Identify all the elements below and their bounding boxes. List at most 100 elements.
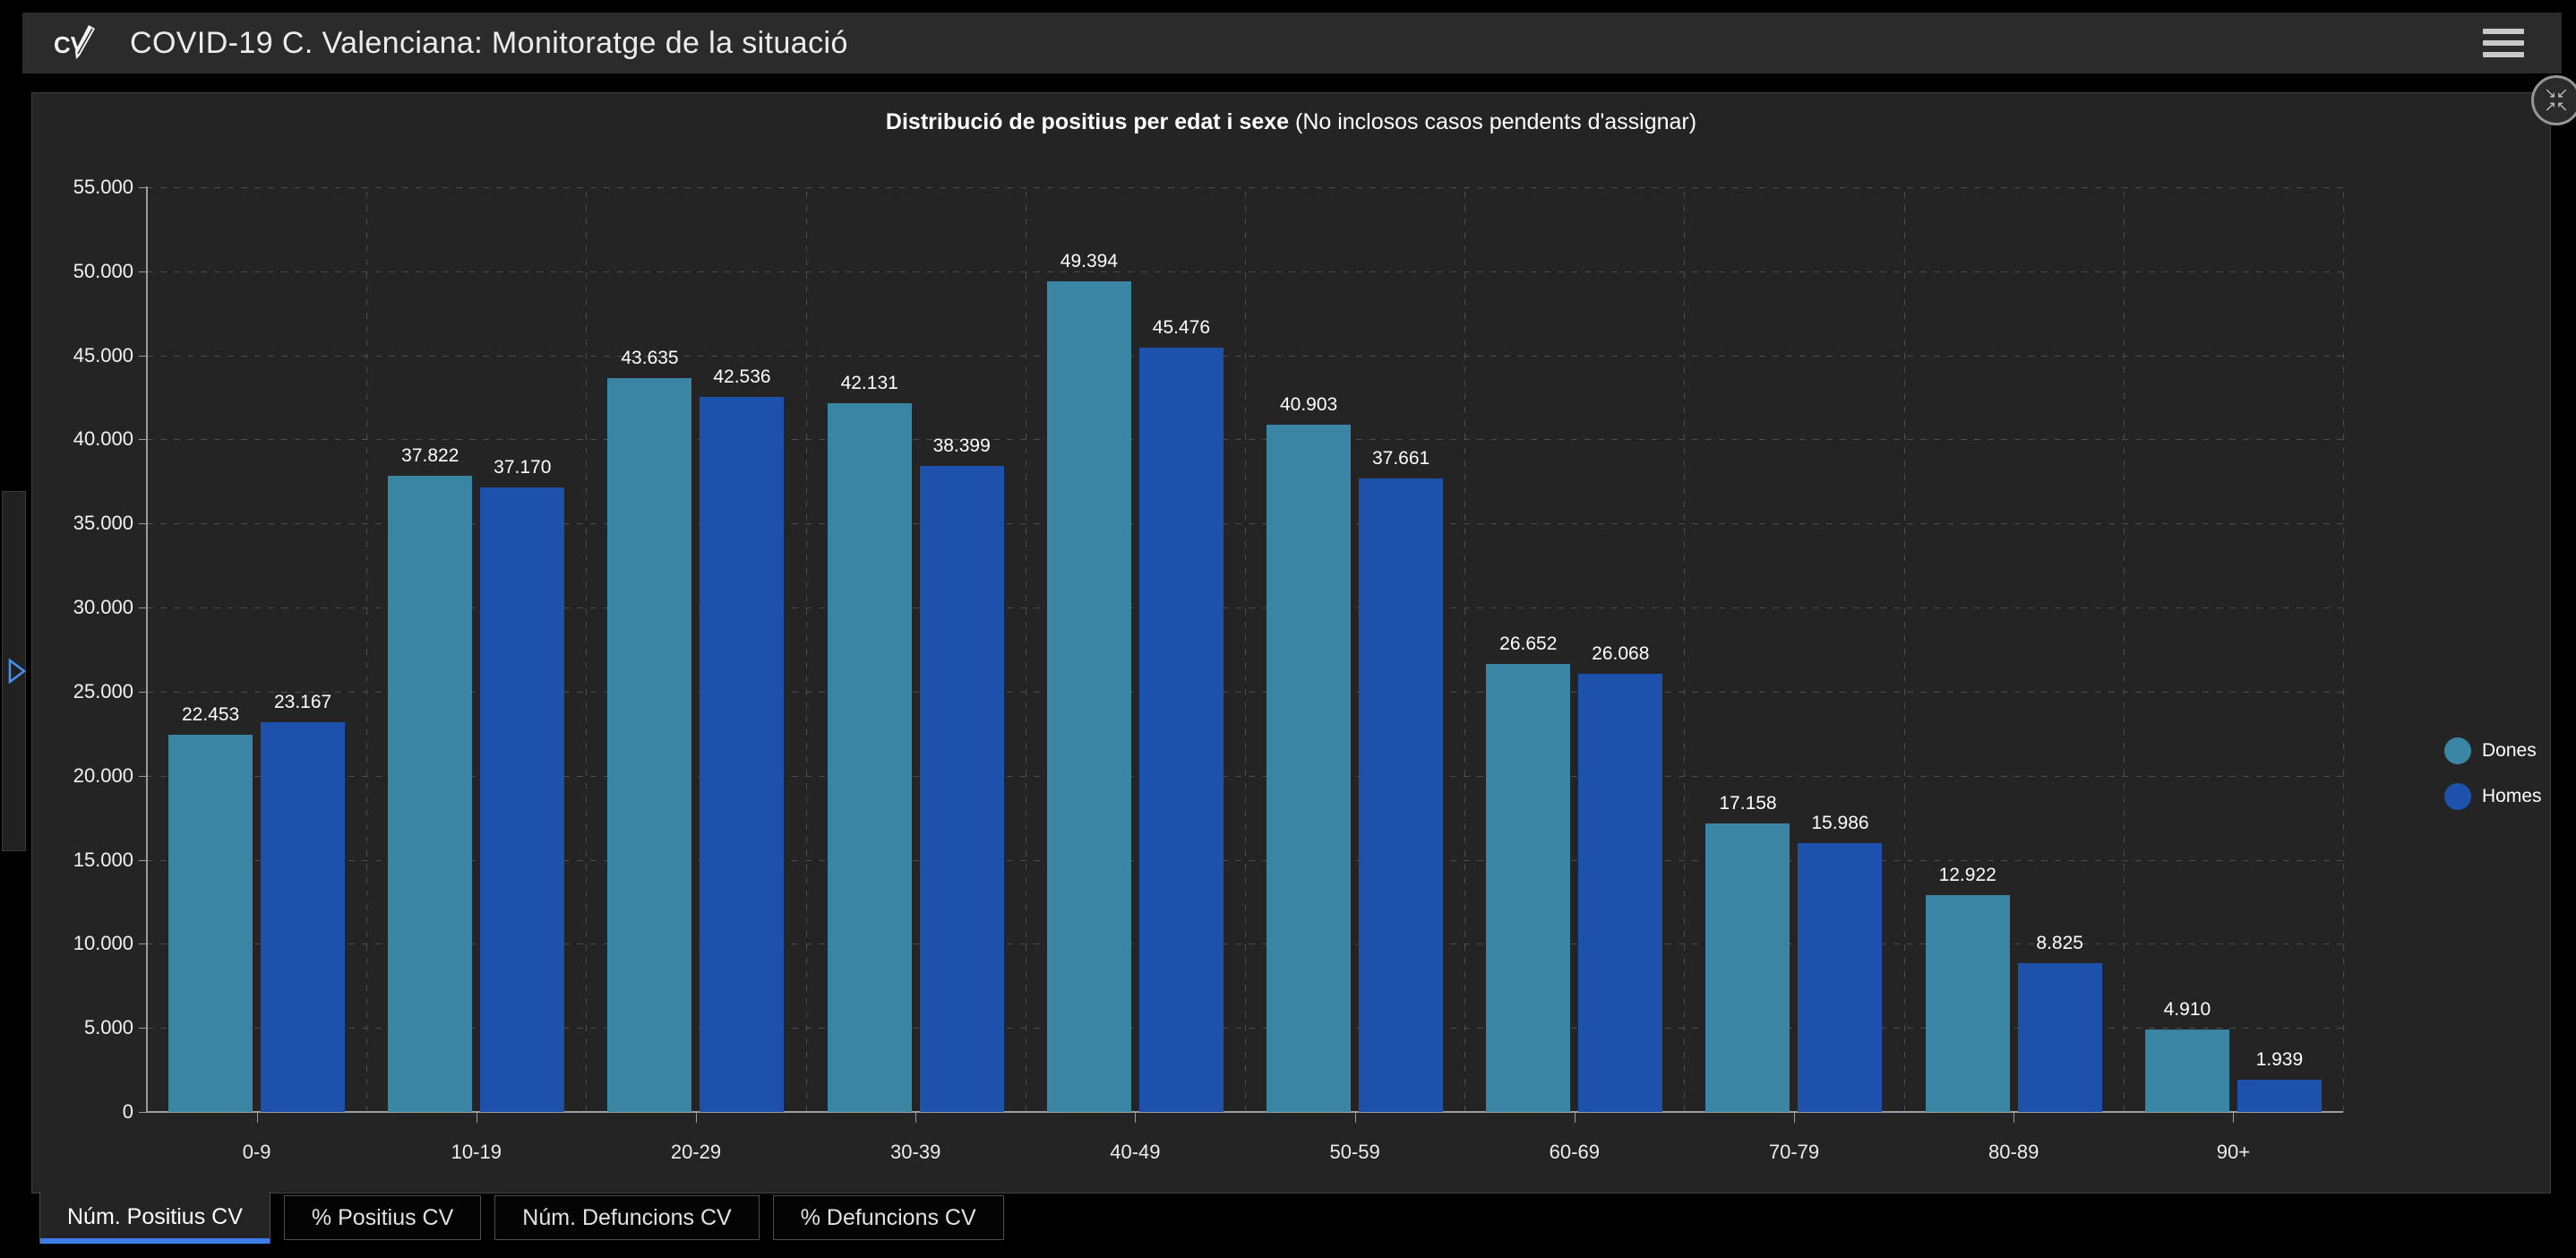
y-axis-label: 30.000 [73,596,133,619]
bar-dones-0-9[interactable] [168,735,253,1112]
active-tab-underline [40,1238,270,1244]
y-axis-tick [139,439,147,441]
y-axis-tick [139,187,147,188]
bar-value-label: 23.167 [273,692,332,712]
bar-homes-50-59[interactable] [1359,478,1444,1112]
x-axis-label-90+: 90+ [2216,1141,2251,1163]
chart-title: Distribució de positius per edat i sexe … [32,109,2550,135]
bar-value-label: 37.822 [401,445,459,466]
y-axis-label: 15.000 [73,848,133,871]
bar-value-label: 17.158 [1719,793,1777,814]
chart-title-note: (No inclosos casos pendents d'assignar) [1295,109,1697,134]
y-axis-label: 40.000 [73,427,133,451]
bar-value-label: 1.939 [2255,1049,2304,1070]
x-axis-label-80-89: 80-89 [1988,1141,2039,1163]
tab--positius-cv[interactable]: % Positius CV [283,1195,482,1240]
x-axis-tick [915,1112,917,1123]
bar-dones-30-39[interactable] [827,403,912,1112]
x-axis-label-70-79: 70-79 [1768,1141,1820,1163]
legend-swatch-icon [2444,783,2471,810]
gridline-vertical [2123,187,2125,1112]
x-axis-tick [256,1112,258,1123]
bar-homes-80-89[interactable] [2017,963,2102,1112]
bar-homes-30-39[interactable] [919,466,1004,1112]
app-header: CV COVID-19 C. Valenciana: Monitoratge d… [22,13,2562,73]
collapsed-side-panel [2,491,27,851]
chart-legend: Dones Homes [2444,737,2542,810]
x-axis-label-50-59: 50-59 [1329,1141,1380,1163]
bar-dones-70-79[interactable] [1705,823,1790,1112]
expand-panel-arrow-icon[interactable] [7,659,27,684]
y-axis-label: 10.000 [73,932,133,955]
bar-homes-70-79[interactable] [1798,843,1883,1112]
y-axis-label: 35.000 [73,512,133,535]
bar-group-0-9: 22.453 23.167 [147,187,366,1112]
gridline-vertical [1684,187,1686,1112]
bar-group-60-69: 26.652 26.068 [1464,187,1684,1112]
chart-panel: Distribució de positius per edat i sexe … [31,92,2551,1193]
x-axis-tick [696,1112,697,1123]
x-axis-label-0-9: 0-9 [242,1141,271,1163]
x-axis-label-60-69: 60-69 [1549,1141,1600,1163]
bar-group-20-29: 43.635 42.536 [586,187,805,1112]
bar-value-label: 37.661 [1371,448,1430,469]
y-axis-tick [139,1112,147,1113]
bar-homes-90+[interactable] [2237,1080,2322,1112]
bar-dones-60-69[interactable] [1486,664,1571,1112]
y-axis-tick [139,1028,147,1030]
y-axis-tick [139,775,147,777]
bar-value-label: 42.131 [840,373,898,393]
bar-dones-50-59[interactable] [1267,425,1352,1112]
bar-homes-10-19[interactable] [480,487,565,1112]
y-axis-tick [139,523,147,525]
y-axis-label: 20.000 [73,763,133,787]
x-axis-label-40-49: 40-49 [1110,1141,1161,1163]
y-axis-tick [139,691,147,693]
legend-item-dones[interactable]: Dones [2444,737,2542,764]
bar-homes-0-9[interactable] [261,722,346,1112]
bar-group-40-49: 49.394 45.476 [1026,187,1245,1112]
bar-value-label: 12.922 [1938,865,1996,885]
legend-item-homes[interactable]: Homes [2444,783,2542,810]
bar-value-label: 8.825 [2036,933,2083,953]
y-axis-label: 25.000 [73,679,133,702]
x-axis-line [147,1111,2343,1113]
compress-arrows-bottom: ↗↖ [2544,99,2569,115]
legend-label: Homes [2482,786,2542,806]
gridline-vertical [586,187,588,1112]
bar-chart-plot-area: 0 5.000 10.000 15.000 20.000 25.000 30.000 35.0… [73,176,2344,1163]
bar-homes-60-69[interactable] [1578,674,1663,1112]
bar-value-label: 42.536 [713,366,771,387]
bar-value-label: 45.476 [1152,317,1210,338]
y-axis-line [146,186,148,1113]
bar-dones-10-19[interactable] [388,476,473,1112]
x-axis-label-30-39: 30-39 [890,1141,941,1163]
tab--defuncions-cv[interactable]: % Defuncions CV [772,1195,1004,1240]
hamburger-menu-icon[interactable] [2483,25,2524,61]
tab-n-m-defuncions-cv[interactable]: Núm. Defuncions CV [494,1195,760,1240]
bar-dones-40-49[interactable] [1046,281,1131,1112]
bar-value-label: 26.652 [1499,633,1558,654]
page-title: COVID-19 C. Valenciana: Monitoratge de l… [130,25,848,60]
gridline-vertical [2343,187,2344,1112]
bar-dones-80-89[interactable] [1925,895,2010,1112]
y-axis-label: 50.000 [73,259,133,282]
bar-group-30-39: 42.131 38.399 [806,187,1026,1112]
gridline-vertical [1903,187,1905,1112]
compress-arrows-top: ↘↙ [2544,86,2569,101]
bar-value-label: 49.394 [1060,251,1119,271]
bar-homes-20-29[interactable] [700,397,785,1112]
legend-swatch-icon [2444,737,2471,764]
bar-homes-40-49[interactable] [1138,348,1224,1112]
y-axis-label: 55.000 [73,176,133,198]
bar-dones-90+[interactable] [2144,1030,2229,1112]
x-axis-tick [1574,1112,1576,1123]
bar-dones-20-29[interactable] [607,378,692,1112]
bottom-tab-bar: Núm. Positius CV % Positius CV Núm. Defunc… [39,1192,1004,1244]
restore-size-icon[interactable]: ↘↙ ↗↖ [2531,75,2576,125]
app-logo-icon: CV [54,25,95,59]
bar-value-label: 43.635 [621,348,679,368]
x-axis-tick [2233,1112,2235,1123]
tab-n-m-positius-cv[interactable]: Núm. Positius CV [39,1192,270,1244]
bar-group-90+: 4.910 1.939 [2124,187,2343,1112]
